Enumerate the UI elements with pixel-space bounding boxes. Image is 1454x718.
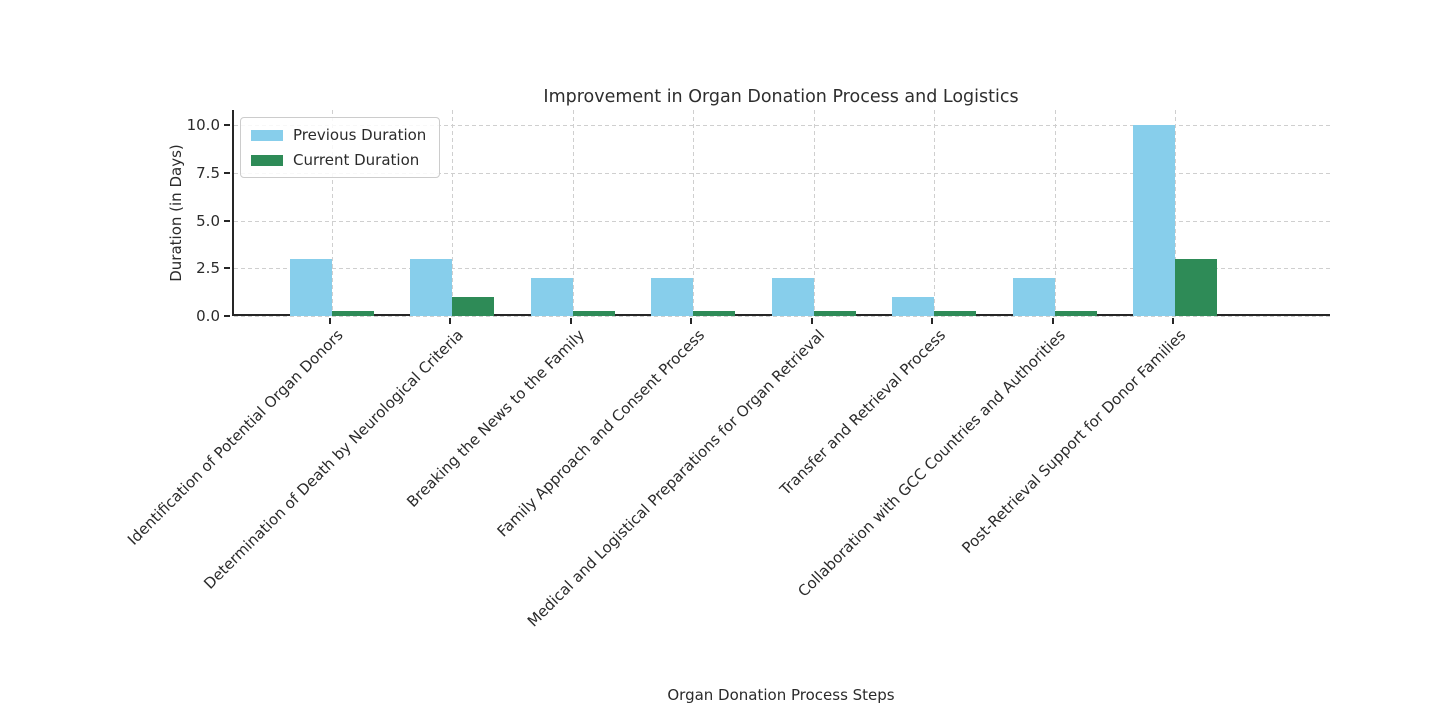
x-tick-mark-3 — [690, 318, 693, 324]
legend-item-previous: Previous Duration — [251, 126, 426, 144]
gridline-v-0 — [332, 110, 333, 314]
x-category-label-7: Post-Retrieval Support for Donor Familie… — [958, 326, 1190, 557]
bar-previous-4 — [771, 277, 814, 316]
x-axis-label: Organ Donation Process Steps — [667, 686, 895, 704]
bar-current-4 — [813, 311, 856, 316]
x-tick-mark-2 — [569, 318, 572, 324]
gridline-h-10.0 — [234, 125, 1330, 127]
legend-swatch-current-icon — [251, 154, 283, 166]
bar-previous-2 — [530, 277, 573, 316]
legend-item-current: Current Duration — [251, 151, 426, 169]
legend-label-previous: Previous Duration — [293, 126, 427, 144]
y-tick-label-0.0: 0.0 — [196, 307, 220, 325]
y-tick-mark-2.5 — [224, 267, 230, 270]
gridline-v-6 — [1054, 110, 1056, 314]
legend: Previous Duration Current Duration — [240, 117, 441, 178]
bar-previous-5 — [892, 296, 935, 316]
y-tick-mark-10.0 — [224, 124, 230, 127]
bar-previous-1 — [410, 258, 453, 316]
gridline-h-2.5 — [234, 268, 1330, 270]
bar-current-0 — [332, 311, 374, 316]
gridline-h-0.0 — [234, 316, 1330, 317]
plot-area: Previous Duration Current Duration — [232, 110, 1330, 317]
y-tick-label-7.5: 7.5 — [196, 163, 220, 182]
bar-previous-3 — [651, 277, 694, 316]
y-tick-label-2.5: 2.5 — [196, 259, 220, 278]
x-tick-mark-0 — [329, 318, 331, 324]
bar-current-3 — [693, 311, 736, 316]
x-category-label-1: Determination of Death by Neurological C… — [200, 326, 468, 593]
bar-current-7 — [1175, 258, 1217, 316]
chart-title: Improvement in Organ Donation Process an… — [543, 87, 1019, 107]
bar-previous-6 — [1012, 277, 1055, 316]
x-tick-mark-6 — [1051, 318, 1054, 324]
y-tick-label-10.0: 10.0 — [186, 116, 220, 135]
gridline-v-4 — [813, 110, 815, 314]
x-tick-mark-1 — [449, 318, 452, 324]
bar-current-5 — [934, 311, 977, 316]
x-category-label-0: Identification of Potential Organ Donors — [124, 326, 347, 549]
gridline-v-2 — [572, 110, 574, 314]
x-category-label-3: Family Approach and Consent Process — [493, 326, 709, 541]
bar-previous-0 — [290, 258, 332, 316]
gridline-v-7 — [1175, 110, 1176, 314]
x-tick-mark-5 — [931, 318, 934, 324]
y-tick-mark-5.0 — [224, 219, 230, 222]
gridline-h-5.0 — [234, 220, 1330, 222]
y-tick-mark-0.0 — [224, 315, 230, 317]
x-tick-mark-7 — [1172, 318, 1174, 324]
gridline-v-5 — [934, 110, 936, 314]
bar-previous-7 — [1133, 125, 1175, 316]
bar-current-1 — [452, 296, 495, 316]
x-category-label-6: Collaboration with GCC Countries and Aut… — [794, 326, 1070, 601]
legend-swatch-previous-icon — [251, 129, 283, 141]
y-tick-label-5.0: 5.0 — [196, 211, 220, 230]
x-tick-mark-4 — [810, 318, 813, 324]
gridline-v-1 — [452, 110, 454, 314]
bar-current-2 — [572, 311, 615, 316]
gridline-h-7.5 — [234, 172, 1330, 174]
bar-current-6 — [1054, 311, 1097, 316]
gridline-v-3 — [693, 110, 695, 314]
legend-label-current: Current Duration — [293, 151, 420, 169]
y-tick-mark-7.5 — [224, 171, 230, 174]
